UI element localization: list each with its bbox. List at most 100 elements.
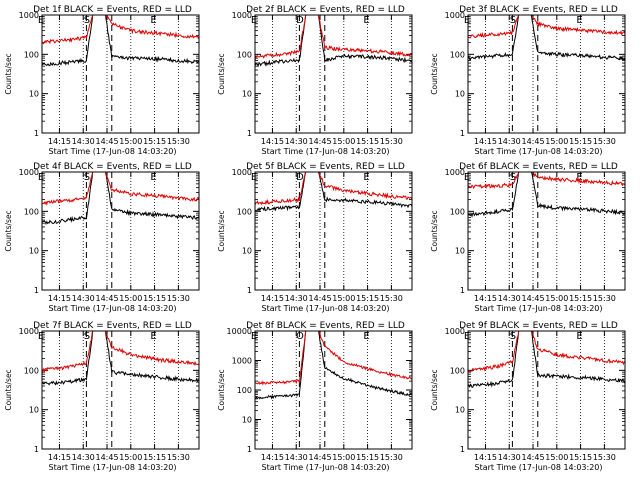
series-line-events bbox=[42, 15, 199, 67]
chart-title: Det 1f BLACK = Events, RED = LLD bbox=[33, 5, 192, 15]
y-tick-label: 1 bbox=[460, 286, 465, 295]
x-tick-label: 14:30 bbox=[498, 137, 521, 146]
y-tick-label: 100 bbox=[450, 366, 465, 375]
y-tick-label: 10 bbox=[29, 90, 39, 99]
plot-frame bbox=[254, 330, 413, 450]
chart-title: Det 5f BLACK = Events, RED = LLD bbox=[246, 162, 405, 172]
x-axis-label: Start Time (17-Jun-08 14:03:20) bbox=[475, 304, 603, 313]
x-tick-label: 14:30 bbox=[72, 453, 95, 462]
y-tick-label: 1 bbox=[34, 445, 39, 454]
x-axis-label: Start Time (17-Jun-08 14:03:20) bbox=[49, 147, 177, 156]
y-tick-label: 1 bbox=[460, 445, 465, 454]
x-tick-label: 15:00 bbox=[119, 294, 142, 303]
chart-panel-9: Det 9f BLACK = Events, RED = LLD Counts/s… bbox=[430, 321, 626, 472]
x-tick-label: 14:15 bbox=[474, 294, 497, 303]
x-axis-label: Start Time (17-Jun-08 14:03:20) bbox=[262, 304, 390, 313]
event-marker-label: E bbox=[464, 331, 470, 342]
chart-panel-5: Det 5f BLACK = Events, RED = LLD Counts/s… bbox=[217, 162, 413, 313]
plot-frame bbox=[467, 330, 626, 450]
x-tick-label: 14:45 bbox=[95, 294, 118, 303]
x-tick-label: 15:15 bbox=[143, 453, 166, 462]
y-tick-label: 1 bbox=[34, 286, 39, 295]
x-tick-label: 14:15 bbox=[261, 294, 284, 303]
series-line-lld bbox=[468, 331, 625, 373]
y-tick-label: 1 bbox=[34, 129, 39, 138]
series-line-events bbox=[255, 15, 412, 68]
series-line-events bbox=[468, 172, 625, 218]
x-tick-label: 14:15 bbox=[48, 137, 71, 146]
y-tick-label: 1000 bbox=[19, 11, 39, 20]
event-marker-label: S bbox=[510, 15, 516, 26]
event-marker-label: O bbox=[296, 331, 304, 342]
y-tick-label: 10 bbox=[242, 247, 252, 256]
x-tick-label: 15:15 bbox=[143, 294, 166, 303]
y-axis-label: Counts/sec bbox=[217, 369, 226, 410]
event-marker-label: E bbox=[363, 172, 369, 183]
x-tick-label: 14:45 bbox=[521, 294, 544, 303]
y-axis-label: Counts/sec bbox=[430, 369, 439, 410]
x-tick-label: 15:30 bbox=[380, 453, 403, 462]
chart-panel-6: Det 6f BLACK = Events, RED = LLD Counts/s… bbox=[430, 162, 626, 313]
y-tick-label: 1 bbox=[247, 129, 252, 138]
x-tick-label: 15:30 bbox=[380, 294, 403, 303]
y-tick-label: 1 bbox=[247, 445, 252, 454]
x-tick-label: 14:30 bbox=[285, 137, 308, 146]
event-marker-label: S bbox=[84, 15, 90, 26]
y-tick-label: 10 bbox=[242, 416, 252, 425]
y-tick-label: 1000 bbox=[232, 11, 252, 20]
x-tick-label: 14:15 bbox=[48, 453, 71, 462]
x-tick-label: 14:30 bbox=[285, 294, 308, 303]
plot-frame bbox=[41, 171, 200, 291]
y-axis-label: Counts/sec bbox=[4, 53, 13, 94]
x-tick-label: 14:15 bbox=[261, 453, 284, 462]
chart-panel-3: Det 3f BLACK = Events, RED = LLD Counts/s… bbox=[430, 5, 626, 156]
plot-frame bbox=[254, 14, 413, 134]
y-tick-label: 1000 bbox=[445, 168, 465, 177]
y-axis-label: Counts/sec bbox=[430, 210, 439, 251]
event-marker-label: E bbox=[363, 331, 369, 342]
series-line-lld bbox=[42, 172, 199, 206]
x-tick-label: 15:15 bbox=[356, 453, 379, 462]
x-tick-label: 15:30 bbox=[167, 137, 190, 146]
event-marker-label: E bbox=[38, 172, 44, 183]
x-tick-label: 14:15 bbox=[48, 294, 71, 303]
chart-panel-1: Det 1f BLACK = Events, RED = LLD Counts/s… bbox=[4, 5, 200, 156]
panel-grid: Det 1f BLACK = Events, RED = LLD Counts/s… bbox=[4, 5, 626, 472]
x-tick-label: 15:15 bbox=[569, 137, 592, 146]
y-tick-label: 1000 bbox=[445, 327, 465, 336]
y-tick-label: 1000 bbox=[19, 168, 39, 177]
x-tick-label: 14:45 bbox=[308, 137, 331, 146]
x-tick-label: 15:00 bbox=[119, 137, 142, 146]
chart-title: Det 6f BLACK = Events, RED = LLD bbox=[459, 162, 618, 172]
x-tick-label: 15:30 bbox=[380, 137, 403, 146]
y-axis-label: Counts/sec bbox=[430, 53, 439, 94]
y-tick-label: 100 bbox=[450, 207, 465, 216]
x-tick-label: 14:45 bbox=[95, 453, 118, 462]
series-line-events bbox=[255, 331, 412, 400]
x-tick-label: 15:30 bbox=[167, 453, 190, 462]
event-marker-label: E bbox=[150, 15, 156, 26]
series-line-events bbox=[468, 331, 625, 388]
y-tick-label: 1000 bbox=[232, 168, 252, 177]
x-tick-label: 14:15 bbox=[474, 453, 497, 462]
chart-title: Det 4f BLACK = Events, RED = LLD bbox=[33, 162, 192, 172]
x-tick-label: 14:15 bbox=[261, 137, 284, 146]
x-tick-label: 15:00 bbox=[545, 294, 568, 303]
x-tick-label: 14:15 bbox=[474, 137, 497, 146]
y-axis-label: Counts/sec bbox=[4, 210, 13, 251]
series-line-events bbox=[42, 172, 199, 226]
y-axis-label: Counts/sec bbox=[217, 210, 226, 251]
x-tick-label: 15:30 bbox=[593, 453, 616, 462]
x-tick-label: 15:00 bbox=[545, 453, 568, 462]
x-axis-label: Start Time (17-Jun-08 14:03:20) bbox=[49, 304, 177, 313]
y-tick-label: 10 bbox=[29, 406, 39, 415]
chart-title: Det 2f BLACK = Events, RED = LLD bbox=[246, 5, 405, 15]
x-tick-label: 15:15 bbox=[143, 137, 166, 146]
event-marker-label: E bbox=[363, 15, 369, 26]
event-marker-label: D bbox=[296, 172, 304, 183]
y-tick-label: 1000 bbox=[19, 327, 39, 336]
event-marker-label: E bbox=[251, 172, 257, 183]
x-tick-label: 15:15 bbox=[356, 294, 379, 303]
event-marker-label: E bbox=[150, 331, 156, 342]
event-marker-label: S bbox=[84, 331, 90, 342]
